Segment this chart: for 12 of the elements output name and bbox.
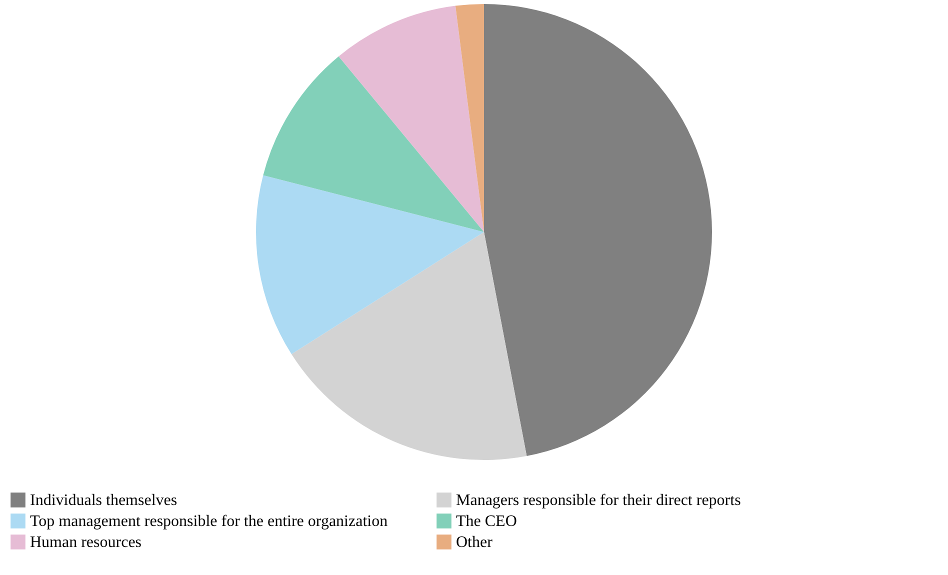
pie-slice: [256, 175, 484, 354]
legend-label: Top management responsible for the entire organization: [30, 513, 388, 530]
pie-slice: [291, 232, 527, 460]
pie-slice: [263, 56, 484, 232]
pie-slice: [338, 6, 484, 232]
legend-label: Other: [456, 534, 494, 551]
legend-label: Human resources: [30, 534, 142, 551]
pie-slice: [484, 4, 712, 456]
legend-label: The CEO: [456, 513, 517, 530]
legend-label: Individuals themselves: [30, 492, 178, 509]
pie-slice: [455, 4, 484, 232]
legend-label: Managers responsible for their direct reports: [456, 492, 741, 509]
